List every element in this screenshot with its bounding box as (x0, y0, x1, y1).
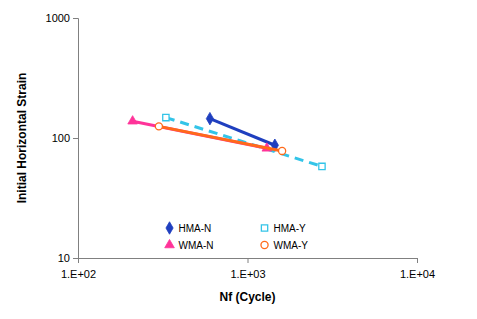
x-axis: 1.E+02 1.E+03 1.E+04 (61, 258, 435, 280)
data-point (206, 112, 213, 124)
legend-item: WMA-N (165, 239, 214, 251)
y-tick-mark (73, 258, 78, 259)
x-tick-label: 1.E+02 (61, 268, 96, 280)
legend-label: WMA-N (179, 240, 214, 251)
y-tick-mark (73, 138, 78, 139)
x-tick-mark (248, 258, 249, 263)
legend-item: HMA-N (166, 222, 211, 234)
y-axis-line (73, 19, 79, 259)
legend-marker (166, 222, 173, 234)
y-axis-title: Initial Horizontal Strain (15, 73, 29, 204)
x-tick: 1.E+04 (400, 258, 435, 280)
x-tick-mark (417, 258, 418, 263)
legend-label: HMA-N (179, 223, 212, 234)
y-tick-mark (73, 18, 78, 19)
y-axis: 10 100 1000 (46, 12, 79, 264)
legend-marker (165, 239, 175, 247)
y-tick-label: 100 (52, 132, 70, 144)
plot-area (128, 112, 325, 169)
legend-item: HMA-Y (261, 223, 306, 234)
x-axis-title: Nf (Cycle) (219, 290, 275, 304)
legend: HMA-N HMA-Y WMA-N WMA-Y (165, 222, 309, 251)
legend-item: WMA-Y (261, 240, 308, 251)
x-tick-label: 1.E+04 (400, 268, 435, 280)
chart: 1.E+02 1.E+03 1.E+04 10 100 1000 Nf (Cycle) Ini… (0, 0, 477, 319)
legend-label: HMA-Y (274, 223, 307, 234)
series-line (159, 126, 282, 151)
legend-marker (261, 241, 268, 248)
y-tick: 10 (58, 252, 78, 264)
y-tick: 100 (52, 132, 78, 144)
y-tick: 1000 (46, 12, 78, 24)
y-tick-label: 10 (58, 252, 70, 264)
x-tick-label: 1.E+03 (230, 268, 265, 280)
data-point (128, 116, 138, 124)
data-point (155, 123, 162, 130)
data-point (319, 163, 325, 169)
data-point (163, 114, 169, 120)
x-axis-line (79, 259, 418, 264)
data-point (279, 147, 286, 154)
x-tick: 1.E+03 (230, 258, 265, 280)
legend-marker (261, 225, 267, 231)
legend-label: WMA-Y (274, 240, 309, 251)
y-tick-label: 1000 (46, 12, 70, 24)
